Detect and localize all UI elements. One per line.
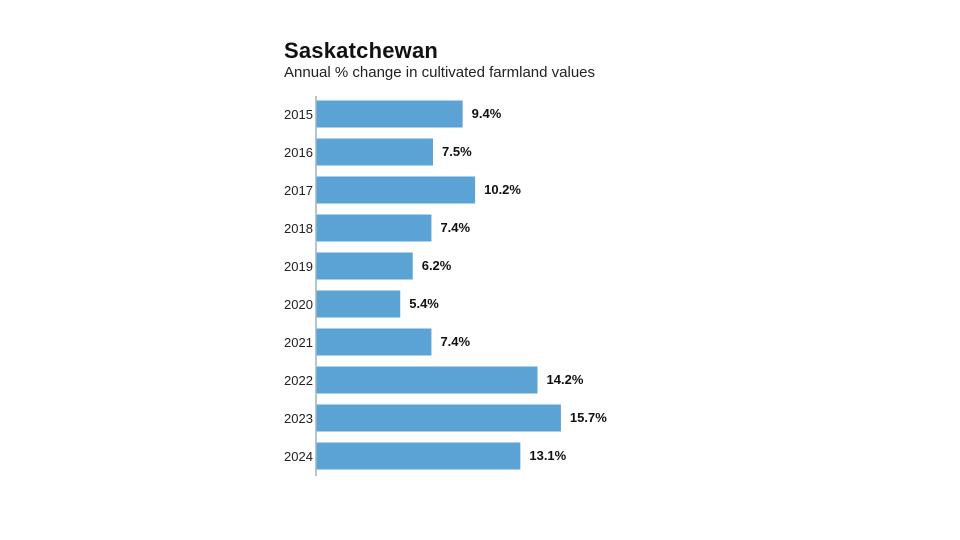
value-label-2017: 10.2% <box>484 182 521 197</box>
category-label-2022: 2022 <box>284 373 313 388</box>
category-label-2017: 2017 <box>284 183 313 198</box>
bar-2023 <box>316 404 561 432</box>
bar-2017 <box>316 176 476 204</box>
category-label-2015: 2015 <box>284 107 313 122</box>
category-label-2020: 2020 <box>284 297 313 312</box>
value-label-2016: 7.5% <box>442 144 472 159</box>
value-label-2015: 9.4% <box>472 106 502 121</box>
value-label-2022: 14.2% <box>547 372 584 387</box>
value-label-2019: 6.2% <box>422 258 452 273</box>
value-label-2020: 5.4% <box>409 296 439 311</box>
category-label-2016: 2016 <box>284 145 313 160</box>
bar-2024 <box>316 442 521 470</box>
bar-2015 <box>316 100 463 128</box>
bar-2018 <box>316 214 432 242</box>
value-label-2024: 13.1% <box>529 448 566 463</box>
category-label-2021: 2021 <box>284 335 313 350</box>
value-label-2021: 7.4% <box>440 334 470 349</box>
category-label-2023: 2023 <box>284 411 313 426</box>
chart-subtitle: Annual % change in cultivated farmland v… <box>284 64 596 81</box>
category-label-2024: 2024 <box>284 449 313 464</box>
chart-title: Saskatchewan <box>284 38 439 63</box>
value-label-2023: 15.7% <box>570 410 607 425</box>
bars-layer: 2015 9.4% 2016 7.5% 2017 10.2% 2018 7.4% 2019 6.2… <box>284 100 607 470</box>
bar-2016 <box>316 138 433 166</box>
bar-2019 <box>316 252 413 280</box>
bar-2021 <box>316 328 432 356</box>
bar-2022 <box>316 366 538 394</box>
category-label-2019: 2019 <box>284 259 313 274</box>
category-label-2018: 2018 <box>284 221 313 236</box>
bar-2020 <box>316 290 401 318</box>
value-label-2018: 7.4% <box>440 220 470 235</box>
